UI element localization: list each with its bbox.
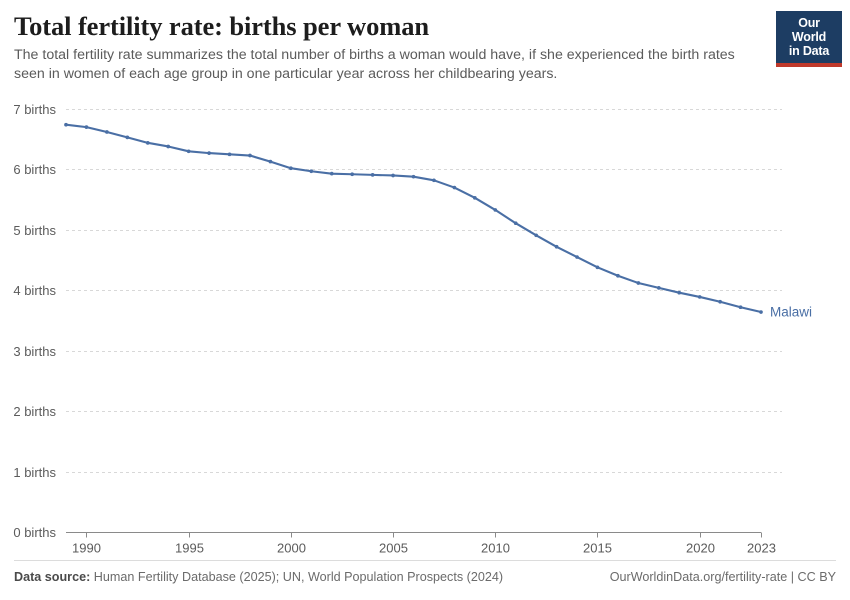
data-point[interactable] [452, 185, 457, 190]
logo-line-1: Our World [791, 16, 827, 44]
chart-subtitle: The total fertility rate summarizes the … [14, 47, 735, 82]
data-point[interactable] [595, 265, 600, 270]
data-source-label: Data source: [14, 570, 91, 584]
chart-footer: Data source: Human Fertility Database (2… [14, 568, 836, 588]
data-point[interactable] [656, 286, 661, 290]
data-source-value: Human Fertility Database (2025); UN, Wor… [90, 570, 504, 584]
x-tick-label: 2005 [379, 541, 408, 556]
y-tick-label: 7 births [13, 102, 56, 117]
data-point[interactable] [677, 290, 682, 295]
data-point[interactable] [534, 233, 539, 238]
data-point[interactable] [84, 125, 89, 129]
data-point[interactable] [350, 172, 355, 177]
data-point[interactable] [248, 153, 252, 158]
data-point[interactable] [166, 144, 171, 149]
data-point[interactable] [718, 299, 722, 304]
y-axis-labels: 0 births 1 births 2 births 3 births 4 births… [13, 102, 56, 540]
data-point[interactable] [697, 295, 702, 299]
y-tick-label: 0 births [13, 525, 56, 540]
data-point[interactable] [370, 173, 375, 177]
data-point[interactable] [391, 173, 395, 178]
gridlines [66, 109, 782, 473]
data-series[interactable] [64, 122, 763, 314]
x-tick-label: 1995 [175, 541, 204, 556]
data-point[interactable] [616, 273, 620, 278]
x-tick-label: 2023 [747, 541, 776, 556]
x-tick-label: 2015 [583, 541, 612, 556]
data-point[interactable] [207, 151, 211, 155]
data-point[interactable] [105, 130, 109, 134]
data-source-text: Data source: Human Fertility Database (2… [14, 568, 503, 586]
x-tick-label: 1990 [72, 541, 101, 556]
x-tick-label: 2000 [277, 541, 306, 556]
footer-divider [14, 560, 836, 561]
data-point[interactable] [329, 171, 334, 176]
data-point[interactable] [145, 140, 150, 145]
data-point[interactable] [227, 152, 232, 157]
data-point[interactable] [268, 159, 273, 164]
y-tick-label: 5 births [13, 223, 56, 238]
data-point[interactable] [493, 208, 498, 212]
page-title: Total fertility rate: births per woman [14, 11, 429, 41]
data-point[interactable] [513, 221, 518, 226]
chart-plot-area[interactable]: 0 births 1 births 2 births 3 births 4 births… [0, 96, 850, 556]
data-point[interactable] [309, 169, 314, 174]
data-point[interactable] [125, 135, 130, 140]
y-tick-label: 1 births [13, 465, 56, 480]
x-tick-label: 2020 [686, 541, 715, 556]
logo-line-2: in Data [788, 44, 830, 58]
x-axis [66, 532, 762, 538]
y-tick-label: 2 births [13, 404, 56, 419]
series-end-label[interactable]: Malawi [770, 305, 812, 320]
data-point[interactable] [575, 255, 579, 259]
line-chart-svg: 0 births 1 births 2 births 3 births 4 births… [13, 102, 812, 556]
attribution-link[interactable]: OurWorldinData.org/fertility-rate | CC B… [609, 570, 836, 584]
data-point[interactable] [432, 178, 436, 183]
data-point[interactable] [554, 244, 559, 249]
y-tick-label: 3 births [13, 344, 56, 359]
y-tick-label: 6 births [13, 162, 56, 177]
data-point[interactable] [411, 174, 416, 179]
x-axis-labels: 1990 1995 2000 2005 2010 2015 2020 2023 [72, 541, 776, 556]
x-tick-label: 2010 [481, 541, 510, 556]
data-point[interactable] [289, 166, 293, 171]
data-point[interactable] [186, 149, 191, 154]
data-point[interactable] [759, 310, 763, 314]
data-point[interactable] [636, 281, 641, 285]
our-world-in-data-logo[interactable]: Our World in Data [776, 11, 842, 67]
chart-header: Total fertility rate: births per woman T… [14, 10, 754, 84]
y-tick-label: 4 births [13, 283, 56, 298]
data-point[interactable] [472, 195, 477, 200]
series-line-malawi[interactable] [64, 123, 763, 314]
data-point[interactable] [64, 122, 68, 127]
data-point[interactable] [738, 305, 743, 310]
series-label-malawi[interactable]: Malawi [770, 305, 812, 320]
